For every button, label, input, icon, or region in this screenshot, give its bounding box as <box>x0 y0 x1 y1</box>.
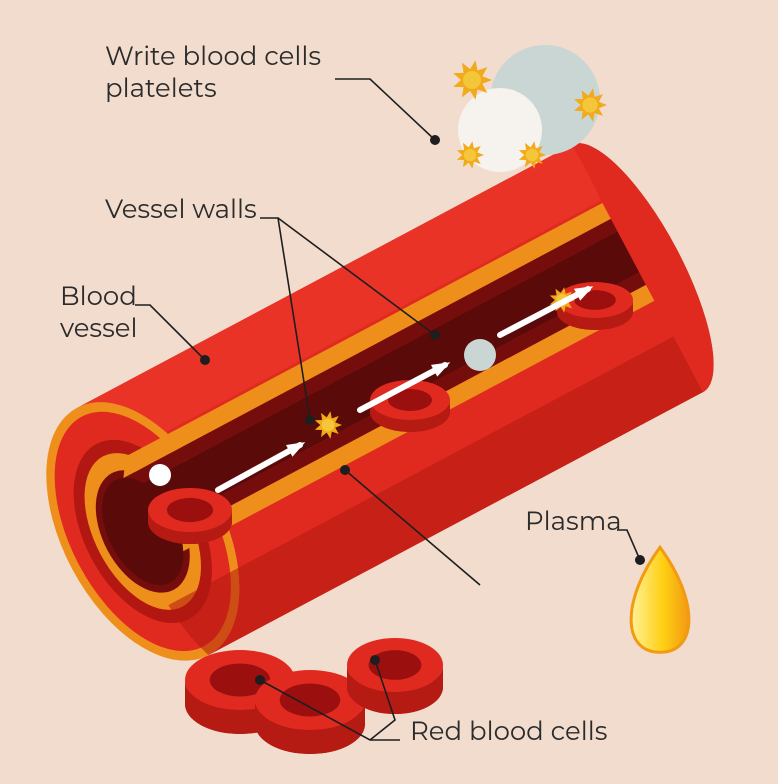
rbc-cluster-2 <box>347 638 443 714</box>
wbc-in-vessel-1 <box>464 339 496 371</box>
label-blood-vessel: Bloodvessel <box>60 280 137 344</box>
label-white-blood-cells-line1: Write blood cells <box>105 40 321 72</box>
label-vessel-walls: Vessel walls <box>105 193 257 225</box>
label-white-blood-cells-line2: platelets <box>105 72 217 104</box>
rbc-in-vessel-1 <box>370 380 450 432</box>
label-vessel-walls-line1: Vessel walls <box>105 193 257 225</box>
wbc-in-vessel-0 <box>149 464 171 486</box>
label-plasma-line1: Plasma <box>525 505 622 537</box>
label-plasma: Plasma <box>525 505 622 537</box>
label-blood-vessel-line1: Blood <box>60 280 137 312</box>
label-red-blood-cells: Red blood cells <box>410 715 607 747</box>
label-red-blood-cells-line1: Red blood cells <box>410 715 607 747</box>
rbc-in-vessel-0 <box>148 488 232 544</box>
label-blood-vessel-line2: vessel <box>60 312 137 344</box>
